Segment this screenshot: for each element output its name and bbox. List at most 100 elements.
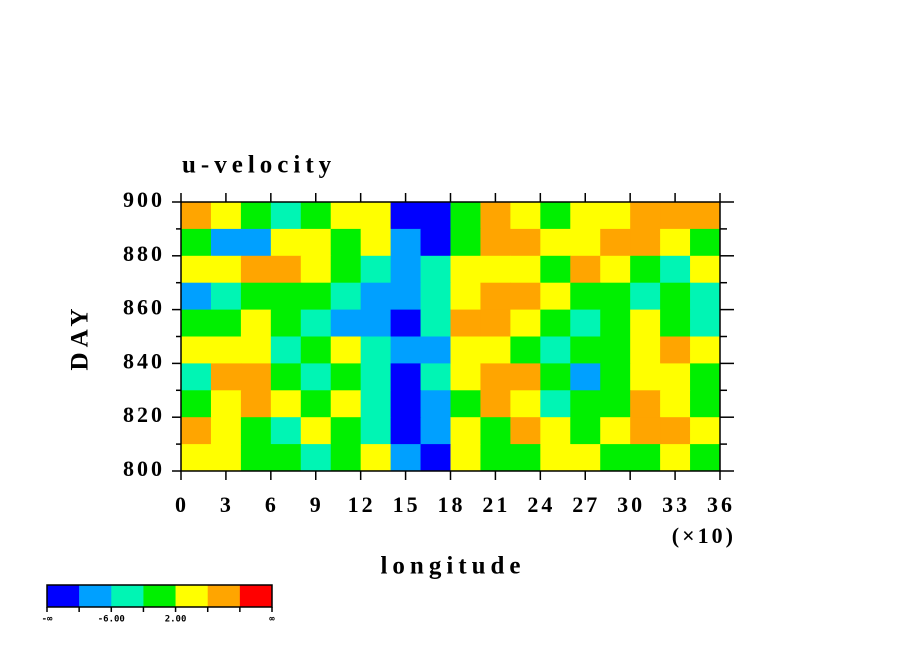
field-cell [570,336,601,364]
x-tick-label: 27 [572,492,600,517]
colorbar-box [79,585,112,607]
colorbar-box [47,585,80,607]
field-cell [240,417,272,445]
field-cell [420,228,451,257]
field-cell [630,228,661,257]
field-cell [540,336,571,364]
colorbar-box [207,585,241,607]
y-axis-label: DAY [67,304,94,371]
field-cell [630,202,661,230]
field-cell [540,417,571,445]
field-cell [360,202,392,230]
field-cell [270,390,302,418]
field-cell [300,255,332,284]
field-cell [360,228,392,257]
field-cell [420,202,451,230]
field-cell [181,363,212,391]
field-cell [240,444,272,472]
field-cell [480,255,511,284]
field-cell [390,336,422,364]
x-tick-label: 6 [265,492,279,517]
field-cell [450,417,481,445]
field-cell [660,390,691,418]
field-cell [420,417,451,445]
field-cell [540,309,571,337]
field-cell [330,228,362,257]
field-cell [570,228,601,257]
field-cell [600,417,631,445]
field-cell [480,336,511,364]
field-cell [690,282,721,311]
field-cell [630,417,661,445]
field-cell [600,309,631,337]
field-cell [270,282,302,311]
field-cell [270,255,302,284]
colorbar-box [239,585,273,607]
field-cell [210,309,242,337]
field-cell [360,282,392,311]
field-cell [420,444,451,472]
field-cell [450,336,481,364]
x-tick-label: 15 [393,492,421,517]
field-cell [390,417,422,445]
field-cell [270,309,302,337]
x-tick-label: 21 [482,492,510,517]
field-cell [330,255,362,284]
field-cell [181,202,212,230]
field-cell [630,363,661,391]
field-cell [570,282,601,311]
field-cell [420,390,451,418]
y-tick-label: 880 [123,241,165,266]
field-cell [270,417,302,445]
field-cell [330,282,362,311]
field-cell [690,417,721,445]
field-cell [480,202,511,230]
x-multiplier: (×10) [672,523,736,548]
field-cell [420,309,451,337]
field-cell [300,228,332,257]
chart-title: u-velocity [182,152,336,179]
field-cell [660,255,691,284]
field-cell [660,228,691,257]
field-cell [600,228,631,257]
field-cell [360,336,392,364]
field-cell [390,228,422,257]
x-axis-label: longitude [380,553,525,580]
field-cell [390,282,422,311]
field-cell [181,228,212,257]
colorbar-box [111,585,144,607]
field-cell [240,255,272,284]
field-cell [660,363,691,391]
field-cell [690,336,721,364]
field-cell [600,336,631,364]
field-cell [300,202,332,230]
field-cell [450,363,481,391]
field-cell [360,255,392,284]
field-cell [390,309,422,337]
field-cell [181,417,212,445]
field-cell [450,444,481,472]
field-cell [690,363,721,391]
field-cell [480,417,511,445]
field-cell [630,390,661,418]
field-cell [330,444,362,472]
x-tick-label: 36 [707,492,735,517]
field-cell [660,336,691,364]
field-cell [300,417,332,445]
y-tick-label: 820 [123,402,165,427]
field-cell [570,390,601,418]
y-tick-label: 860 [123,295,165,320]
field-cell [510,282,541,311]
field-cell [390,255,422,284]
field-cell [300,363,332,391]
field-cell [420,282,451,311]
field-cell [330,390,362,418]
field-cell [330,202,362,230]
field-cell [360,309,392,337]
x-tick-label: 3 [220,492,234,517]
field-cell [300,390,332,418]
field-cell [360,390,392,418]
y-tick-label: 800 [123,456,165,481]
field-cell [480,363,511,391]
